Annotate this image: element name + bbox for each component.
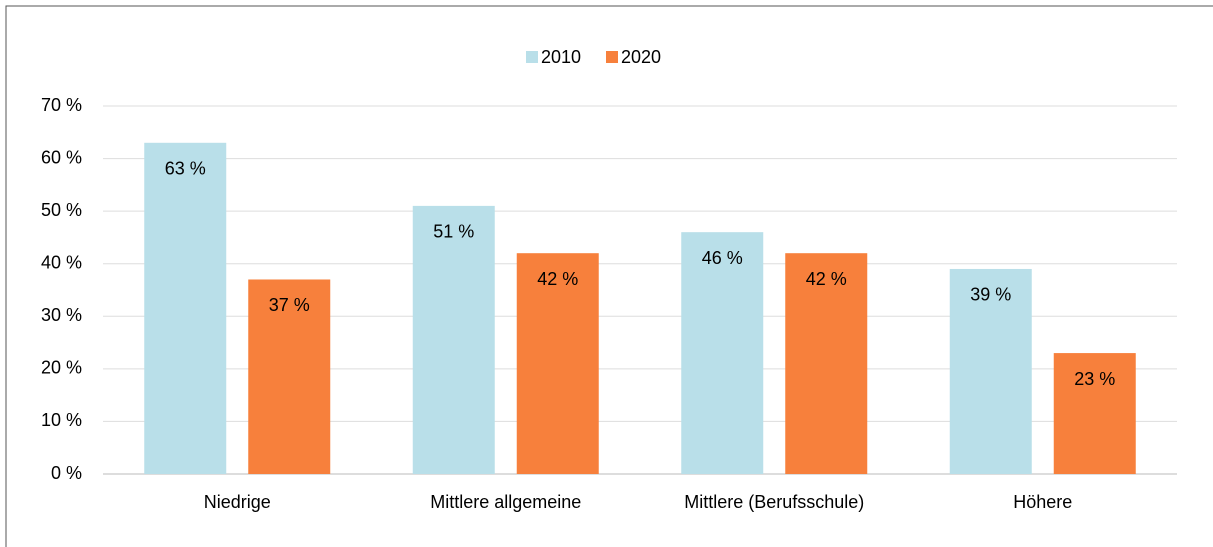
y-tick-label: 30 % [41, 305, 82, 325]
legend-swatch [606, 51, 618, 63]
x-tick-label: Höhere [1013, 492, 1072, 512]
legend-label: 2020 [621, 47, 661, 67]
y-tick-label: 20 % [41, 358, 82, 378]
data-label: 37 % [269, 295, 310, 315]
x-tick-label: Niedrige [204, 492, 271, 512]
legend-label: 2010 [541, 47, 581, 67]
y-tick-label: 50 % [41, 200, 82, 220]
y-tick-label: 60 % [41, 147, 82, 167]
bar [1053, 353, 1136, 474]
bar [248, 279, 331, 474]
x-tick-label: Mittlere allgemeine [430, 492, 581, 512]
data-label: 23 % [1074, 369, 1115, 389]
bar [412, 205, 495, 474]
y-tick-label: 40 % [41, 252, 82, 272]
legend-swatch [526, 51, 538, 63]
chart-border [5, 5, 1213, 547]
y-tick-label: 0 % [51, 463, 82, 483]
y-tick-label: 10 % [41, 410, 82, 430]
data-label: 39 % [970, 285, 1011, 305]
data-label: 63 % [165, 159, 206, 179]
bar [516, 253, 599, 474]
data-label: 42 % [806, 269, 847, 289]
bar [949, 268, 1032, 474]
data-label: 42 % [537, 269, 578, 289]
data-label: 46 % [702, 248, 743, 268]
bar [144, 142, 227, 475]
data-label: 51 % [433, 222, 474, 242]
x-tick-label: Mittlere (Berufsschule) [684, 492, 864, 512]
bar [681, 232, 764, 474]
y-tick-label: 70 % [41, 95, 82, 115]
bar [785, 253, 868, 474]
